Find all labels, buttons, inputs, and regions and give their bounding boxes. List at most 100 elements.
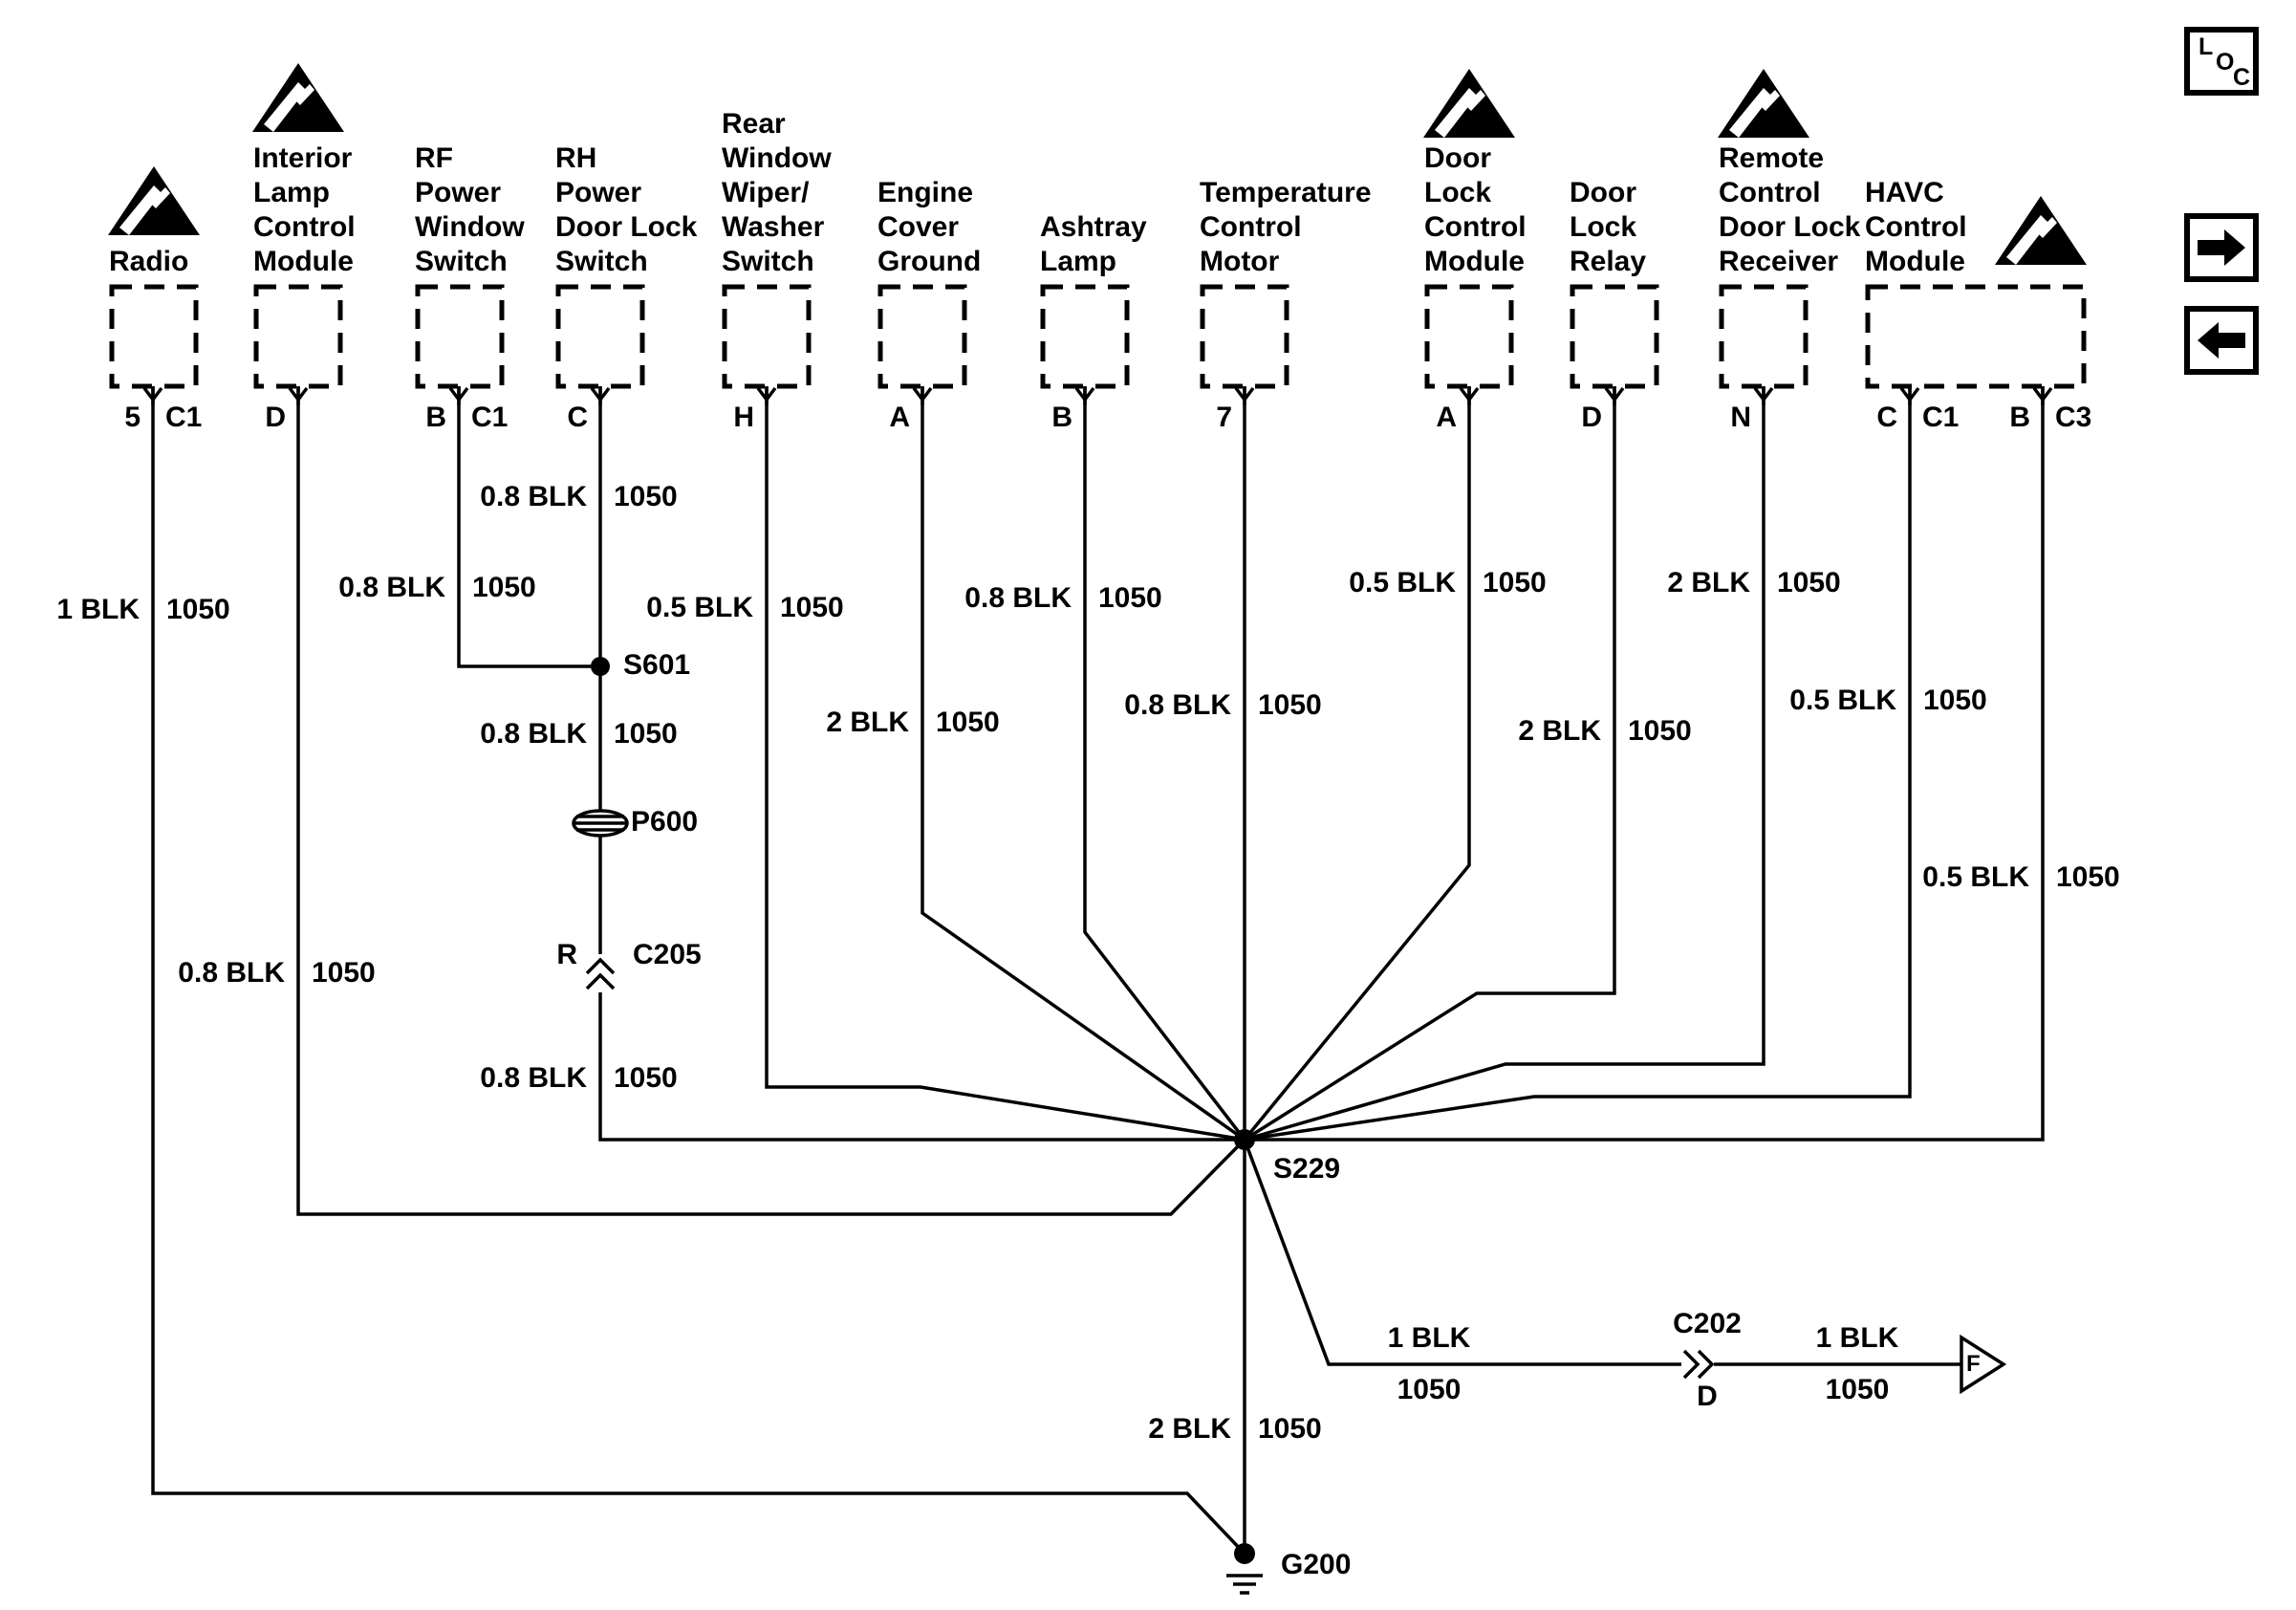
wire-gauge-label: 1 BLK [56, 594, 140, 625]
pin-fork-icon [1604, 386, 1625, 405]
component-label-rear-window-wiper-washer-switch: Rear Window Wiper/ Washer Switch [722, 108, 832, 277]
pin-label-radio-left: 5 [124, 402, 141, 433]
component-label-havc-control-module: HAVC Control Module [1865, 177, 1967, 277]
wire-circuit-label: 1050 [614, 718, 678, 750]
wire-interior-lamp-ground [296, 386, 1246, 1216]
pin-label-rf-power-window-switch-right: C1 [471, 402, 509, 433]
s601-label: S601 [623, 649, 691, 681]
wire-gauge-label: 0.5 BLK [1349, 567, 1456, 598]
component-box-engine-cover-ground [877, 284, 967, 389]
wire-circuit-label: 1050 [1825, 1374, 1890, 1405]
pin-label-temperature-control-motor-left: 7 [1216, 402, 1232, 433]
pin-fork-icon [2032, 386, 2053, 405]
wire-circuit-label: 1050 [936, 707, 1000, 738]
wire-gauge-label: 0.5 BLK [1922, 861, 2029, 893]
wire-circuit-label: 1050 [472, 572, 536, 603]
wire-circuit-label: 1050 [1098, 582, 1162, 614]
g200-ground-dot [1234, 1543, 1255, 1564]
pin-label-havc-control-module-left: B [2009, 402, 2030, 433]
pin-fork-icon [1459, 386, 1480, 405]
component-box-rf-power-window-switch [415, 284, 505, 389]
f-offpage-label: F [1966, 1351, 1981, 1377]
component-label-radio: Radio [109, 246, 189, 277]
component-box-radio [109, 284, 199, 389]
wire-gauge-label: 0.8 BLK [1124, 689, 1231, 721]
f-offpage-arrow-icon [1960, 1334, 2007, 1395]
esd-warning-icon [1423, 69, 1515, 138]
wire-havc-c1-ground [1244, 386, 1912, 1142]
component-box-remote-control-door-lock-receiver [1719, 284, 1809, 389]
wire-gauge-label: 2 BLK [1148, 1413, 1231, 1445]
wire-circuit-label: 1050 [780, 592, 844, 623]
c202-pin-label: D [1697, 1381, 1718, 1412]
pin-label-rh-power-door-lock-switch-left: C [567, 402, 588, 433]
pin-fork-icon [1899, 386, 1920, 405]
wire-gauge-label: 1 BLK [1387, 1322, 1471, 1354]
wire-circuit-label: 1050 [166, 594, 230, 625]
wire-circuit-label: 1050 [1258, 689, 1322, 721]
loc-letter-o: O [2216, 49, 2235, 76]
pin-fork-icon [912, 386, 933, 405]
c205-label: C205 [633, 939, 702, 970]
wire-circuit-label: 1050 [1397, 1374, 1462, 1405]
loc-box: L O C [2184, 27, 2259, 96]
wire-gauge-label: 0.8 BLK [480, 1062, 587, 1094]
wire-radio-ground [151, 386, 1246, 1556]
pin-label-radio-right: C1 [165, 402, 203, 433]
wire-gauge-label: 0.5 BLK [646, 592, 753, 623]
pin-label-door-lock-relay-left: D [1581, 402, 1602, 433]
esd-warning-icon [1995, 196, 2087, 265]
wire-gauge-label: 0.8 BLK [964, 582, 1072, 614]
wire-havc-c3-ground [1245, 386, 2045, 1142]
pin-label-rear-window-wiper-washer-switch-left: H [733, 402, 754, 433]
pin-fork-icon [1074, 386, 1095, 405]
wire-gauge-label: 2 BLK [1518, 715, 1601, 747]
wire-gauge-label: 0.8 BLK [480, 718, 587, 750]
esd-warning-icon [1718, 69, 1809, 138]
wire-circuit-label: 1050 [1628, 715, 1692, 747]
component-label-rh-power-door-lock-switch: RH Power Door Lock Switch [555, 142, 698, 277]
pin-fork-icon [756, 386, 777, 405]
c205-pin-label: R [556, 939, 577, 970]
pin-label-havc-control-module-left: C [1876, 402, 1897, 433]
component-box-ashtray-lamp [1040, 284, 1130, 389]
arrow-right-icon [2198, 229, 2245, 266]
component-label-ashtray-lamp: Ashtray Lamp [1040, 211, 1147, 277]
p600-label: P600 [631, 806, 699, 838]
wire-circuit-label: 1050 [2056, 861, 2120, 893]
pin-label-remote-control-door-lock-receiver-left: N [1730, 402, 1751, 433]
component-box-rh-power-door-lock-switch [555, 284, 645, 389]
wire-gauge-label: 0.5 BLK [1789, 685, 1896, 716]
previous-page-button[interactable] [2184, 306, 2259, 375]
pin-fork-icon [142, 386, 163, 405]
wire-remote-receiver-ground [1244, 386, 1765, 1142]
pin-fork-icon [1234, 386, 1255, 405]
component-label-rf-power-window-switch: RF Power Window Switch [415, 142, 525, 277]
pin-label-rf-power-window-switch-left: B [425, 402, 446, 433]
wire-gauge-label: 2 BLK [1667, 567, 1750, 598]
wire-gauge-label: 0.8 BLK [178, 957, 285, 989]
wire-gauge-label: 0.8 BLK [338, 572, 445, 603]
pin-fork-icon [288, 386, 309, 405]
c202-label: C202 [1673, 1308, 1742, 1339]
wire-circuit-label: 1050 [312, 957, 376, 989]
wire-rf-window-switch-ground [457, 386, 598, 668]
wire-door-lock-control-ground [1243, 386, 1471, 1142]
loc-letter-c: C [2233, 64, 2251, 91]
component-label-interior-lamp-control-module: Interior Lamp Control Module [253, 142, 356, 277]
wire-rear-wiper-switch-ground [765, 386, 1245, 1142]
pin-label-havc-control-module-right: C1 [1922, 402, 1960, 433]
g200-label: G200 [1281, 1549, 1352, 1580]
wire-circuit-label: 1050 [614, 481, 678, 512]
component-label-door-lock-control-module: Door Lock Control Module [1424, 142, 1527, 277]
pin-label-havc-control-module-right: C3 [2055, 402, 2092, 433]
arrow-left-icon [2198, 322, 2245, 359]
wire-gauge-label: 2 BLK [826, 707, 909, 738]
esd-warning-icon [108, 166, 200, 235]
wire-gauge-label: 0.8 BLK [480, 481, 587, 512]
pin-label-door-lock-control-module-left: A [1436, 402, 1457, 433]
next-page-button[interactable] [2184, 213, 2259, 282]
c205-connector-icon [585, 957, 616, 990]
